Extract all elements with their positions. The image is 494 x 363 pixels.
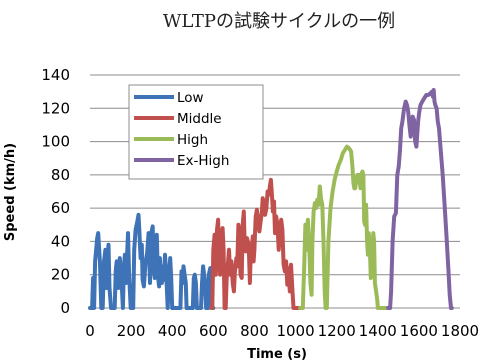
x-axis-ticks: 0 200 400 600 800 1000 1200 1400 1600 1800 [85, 322, 479, 340]
series-line-low [88, 212, 216, 310]
x-tick-label: 800 [240, 322, 269, 340]
y-tick-label: 100 [41, 133, 70, 151]
legend-label: Middle [177, 111, 222, 127]
series-line-ex-high [386, 88, 454, 310]
x-tick-label: 1800 [441, 322, 479, 340]
x-tick-label: 1000 [276, 322, 314, 340]
y-tick-label: 0 [60, 299, 70, 317]
legend: Low Middle High Ex-High [128, 84, 264, 180]
x-tick-label: 1400 [359, 322, 397, 340]
x-tick-label: 200 [117, 322, 146, 340]
x-tick-label: 1600 [400, 322, 438, 340]
legend-label: Ex-High [177, 153, 229, 169]
legend-label: High [177, 132, 208, 148]
x-axis-label: Time (s) [247, 347, 307, 362]
y-tick-label: 140 [41, 66, 70, 84]
y-axis-ticks: 0 20 40 60 80 100 120 140 [41, 66, 70, 317]
x-tick-label: 1200 [318, 322, 356, 340]
series-line-high [298, 144, 392, 310]
x-tick-label: 600 [199, 322, 228, 340]
y-tick-label: 80 [51, 166, 70, 184]
y-tick-label: 60 [51, 199, 70, 217]
y-tick-label: 120 [41, 99, 70, 117]
y-tick-label: 20 [51, 266, 70, 284]
series-lines [88, 88, 454, 310]
y-tick-label: 40 [51, 232, 70, 250]
legend-box [128, 84, 264, 180]
x-tick-label: 400 [158, 322, 187, 340]
x-tick-label: 0 [85, 322, 95, 340]
legend-label: Low [177, 90, 204, 106]
chart-title: WLTPの試験サイクルの一例 [163, 11, 395, 32]
series-line-middle [209, 177, 303, 310]
y-axis-label: Speed (km/h) [3, 143, 18, 241]
